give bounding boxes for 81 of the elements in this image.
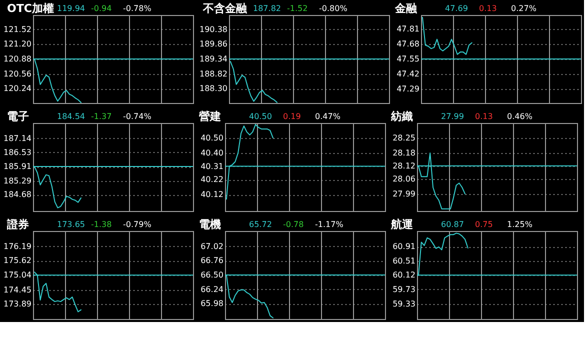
y-tick-label: 28.06 xyxy=(392,174,416,184)
y-tick-label: 47.55 xyxy=(396,54,420,64)
y-tick-label: 175.62 xyxy=(4,256,32,266)
y-tick-label: 188.82 xyxy=(200,69,228,78)
text: -1.37 xyxy=(91,112,112,121)
y-tick-label: 28.25 xyxy=(392,134,416,143)
text: -0.94 xyxy=(91,4,112,13)
text: 0.27% xyxy=(511,4,537,13)
y-tick-label: 190.38 xyxy=(200,24,228,34)
y-tick-label: 184.68 xyxy=(4,190,32,200)
text: -1.52 xyxy=(287,4,308,13)
y-tick-label: 189.86 xyxy=(200,40,228,49)
text: 173.65 xyxy=(57,220,85,229)
chart-title: 電機 xyxy=(199,218,221,231)
y-tick-label: 59.33 xyxy=(392,299,416,308)
chart-title: 金融 xyxy=(394,2,418,15)
text: 0.47% xyxy=(315,112,341,121)
y-tick-label: 47.68 xyxy=(396,39,420,48)
y-tick-label: 173.89 xyxy=(4,299,32,308)
chart-title: 紡織 xyxy=(390,110,413,123)
chart-title: 不含金融 xyxy=(202,2,248,15)
y-tick-label: 47.81 xyxy=(396,24,420,34)
text: 40.50 xyxy=(249,112,272,121)
y-tick-label: 185.91 xyxy=(4,162,32,172)
text: 0.19 xyxy=(283,112,301,121)
text: -0.74% xyxy=(123,112,152,121)
chart-title: 航運 xyxy=(390,218,413,231)
text: 0.13 xyxy=(475,112,493,121)
text: 184.54 xyxy=(57,112,85,121)
y-tick-label: 67.02 xyxy=(200,242,224,251)
chart-title: 營建 xyxy=(199,110,221,123)
y-tick-label: 65.98 xyxy=(200,299,224,308)
y-tick-label: 174.45 xyxy=(4,285,32,294)
text: -0.79% xyxy=(123,220,152,229)
y-tick-label: 40.40 xyxy=(200,148,224,158)
text: 27.99 xyxy=(441,112,464,121)
text: 0.46% xyxy=(507,112,533,121)
chart-title: 證券 xyxy=(6,218,30,231)
y-tick-label: 189.34 xyxy=(200,54,228,64)
chart-title: 電子 xyxy=(7,110,29,123)
text: -1.38 xyxy=(91,220,112,229)
y-tick-label: 121.20 xyxy=(4,40,32,49)
text: -0.78% xyxy=(123,4,152,13)
y-tick-label: 47.42 xyxy=(396,70,420,79)
y-tick-label: 66.76 xyxy=(200,256,224,266)
y-tick-label: 47.29 xyxy=(396,84,420,94)
text: 47.69 xyxy=(445,4,468,13)
y-tick-label: 40.12 xyxy=(200,190,224,200)
y-tick-label: 66.24 xyxy=(200,284,224,294)
y-tick-label: 120.56 xyxy=(4,69,32,78)
y-tick-label: 28.18 xyxy=(392,148,416,158)
text: 65.72 xyxy=(249,220,272,229)
text: 1.25% xyxy=(507,220,533,229)
y-tick-label: 120.24 xyxy=(4,84,32,94)
text: 0.75 xyxy=(475,220,493,229)
y-tick-label: 185.29 xyxy=(4,176,32,186)
y-tick-label: 186.53 xyxy=(4,148,32,157)
y-tick-label: 176.19 xyxy=(4,242,32,251)
y-tick-label: 27.99 xyxy=(392,189,416,198)
y-tick-label: 60.51 xyxy=(392,256,416,266)
text: 187.82 xyxy=(253,4,281,13)
chart-title: OTC加權 xyxy=(7,2,54,15)
y-tick-label: 60.91 xyxy=(392,242,416,252)
y-tick-label: 120.88 xyxy=(4,54,32,64)
text: 60.87 xyxy=(441,220,464,229)
y-tick-label: 59.73 xyxy=(392,284,416,294)
y-tick-label: 66.50 xyxy=(200,270,224,280)
y-tick-label: 121.52 xyxy=(4,24,32,34)
y-tick-label: 28.12 xyxy=(392,161,416,170)
y-tick-label: 40.31 xyxy=(200,162,224,171)
y-tick-label: 187.14 xyxy=(4,134,32,143)
text: -0.80% xyxy=(319,4,348,13)
y-tick-label: 40.50 xyxy=(200,133,224,142)
text: -0.78 xyxy=(283,220,304,229)
y-tick-label: 40.22 xyxy=(200,175,224,184)
y-tick-label: 175.04 xyxy=(4,270,32,280)
text: -1.17% xyxy=(315,220,344,229)
y-tick-label: 188.30 xyxy=(200,84,228,94)
text: 119.94 xyxy=(57,4,85,13)
y-tick-label: 60.12 xyxy=(392,270,416,280)
text: 0.13 xyxy=(479,4,497,13)
